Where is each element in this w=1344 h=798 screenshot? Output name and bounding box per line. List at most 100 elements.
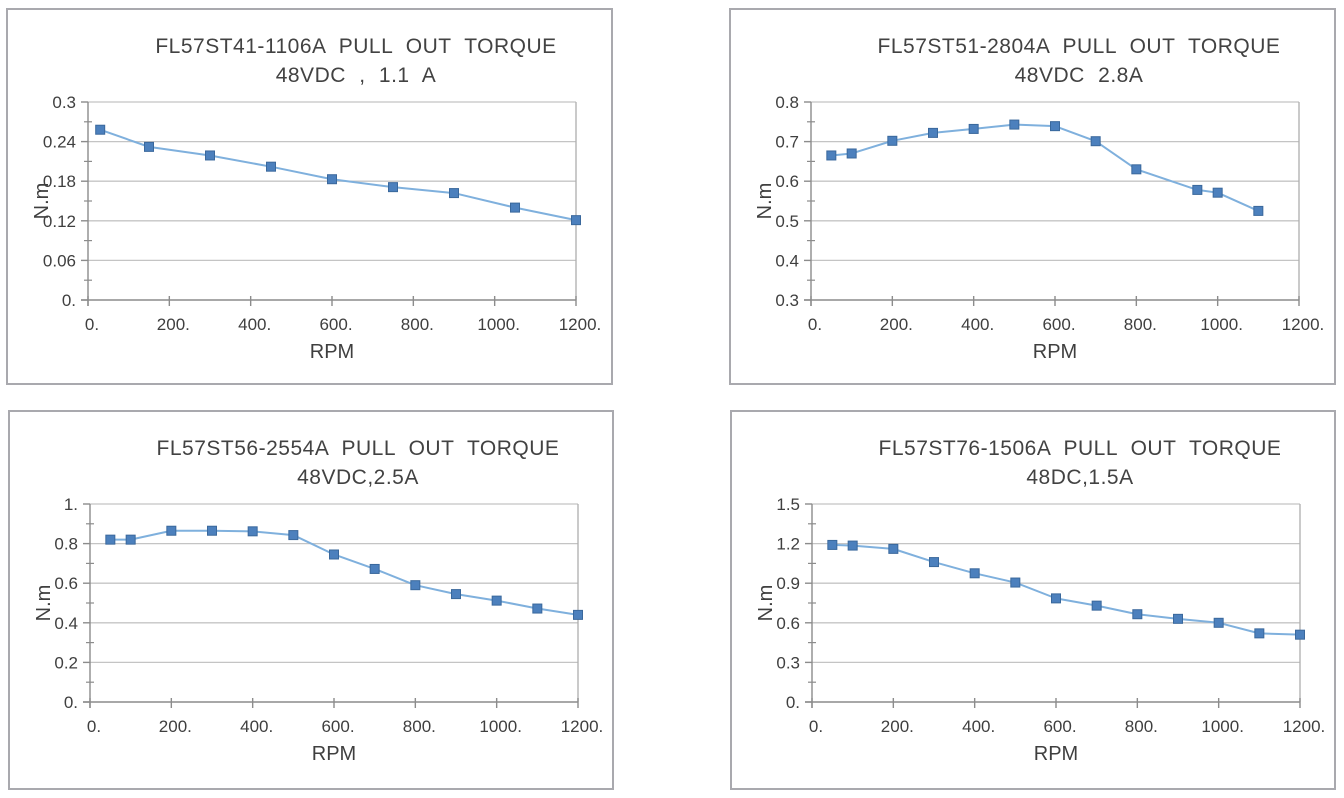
y-tick-label: 0.4: [54, 614, 78, 633]
x-tick-label: 1000.: [479, 717, 522, 736]
data-point-marker: [827, 539, 838, 550]
chart-title-line2: 48VDC , 1.1 A: [275, 64, 437, 87]
data-point-marker: [369, 563, 380, 574]
x-tick-label: 600.: [321, 717, 354, 736]
y-tick-label: 0.2: [54, 653, 78, 672]
data-point-marker: [491, 595, 502, 606]
x-tick-label: 0.: [87, 717, 101, 736]
data-point-marker: [125, 534, 136, 545]
y-tick-label: 0.24: [43, 133, 76, 152]
data-point-marker: [510, 202, 520, 213]
y-tick-label: 0.: [786, 693, 800, 712]
y-tick-label: 0.: [64, 693, 78, 712]
y-tick-label: 0.9: [776, 574, 800, 593]
y-tick-label: 1.2: [776, 535, 800, 554]
data-point-marker: [1090, 136, 1101, 147]
chart-canvas: 0. 0.3 0.6 0.9 1.2 1.5 0. 200. 400. 600. 800. 1000.…: [755, 495, 1326, 765]
data-point-marker: [1192, 184, 1203, 195]
y-axis-title: N.m: [31, 183, 53, 220]
x-tick-label: 1200.: [561, 717, 604, 736]
chart-title: FL57ST56-2554A PULL OUT TORQUE 48VDC,2.5…: [78, 434, 638, 492]
y-tick-label: 0.8: [775, 93, 799, 112]
data-point-marker: [1010, 577, 1021, 588]
data-point-marker: [1212, 187, 1223, 198]
y-axis-title: N.m: [33, 585, 55, 622]
x-tick-label: 800.: [1124, 315, 1157, 334]
chart-fl57st76-1506a: 0. 0.3 0.6 0.9 1.2 1.5 0. 200. 400. 600. 800. 1000.…: [730, 410, 1336, 790]
chart-title: FL57ST76-1506A PULL OUT TORQUE 48DC,1.5A: [800, 434, 1344, 492]
y-tick-label: 0.3: [52, 93, 76, 112]
data-point-marker: [826, 150, 837, 161]
x-tick-label: 200.: [881, 717, 914, 736]
y-tick-label: 0.7: [775, 133, 799, 152]
data-point-marker: [1254, 628, 1265, 639]
data-point-marker: [571, 215, 581, 226]
data-point-marker: [205, 150, 215, 161]
y-tick-label: 0.3: [775, 291, 799, 310]
data-point-marker: [1295, 629, 1305, 640]
x-tick-label: 0.: [85, 315, 99, 334]
y-tick-label: 1.5: [776, 495, 800, 514]
chart-plot-area: 0. 0.2 0.4 0.6 0.8 1. 0. 200. 400. 600. 800. 1000. 1…: [10, 412, 612, 788]
chart-fl57st56-2554a: 0. 0.2 0.4 0.6 0.8 1. 0. 200. 400. 600. 800. 1000. 1…: [8, 410, 614, 790]
data-point-marker: [247, 526, 258, 537]
x-tick-label: 800.: [403, 717, 436, 736]
data-point-marker: [207, 525, 217, 536]
x-tick-label: 200.: [880, 315, 913, 334]
data-point-marker: [532, 603, 543, 614]
chart-fl57st51-2804a: 0.3 0.4 0.5 0.6 0.7 0.8 0. 200. 400. 600. 800. 1000…: [729, 8, 1336, 385]
data-point-marker: [928, 127, 938, 138]
y-tick-label: 0.3: [776, 653, 800, 672]
x-axis-title: RPM: [1033, 341, 1077, 363]
data-point-marker: [1051, 593, 1061, 604]
chart-plot-area: 0. 0.06 0.12 0.18 0.24 0.3 0. 200. 400. 600. 800. 1…: [8, 10, 611, 383]
y-axis-title: N.m: [755, 585, 777, 622]
x-axis-title: RPM: [312, 743, 356, 765]
x-tick-label: 800.: [401, 315, 434, 334]
data-point-marker: [95, 124, 106, 135]
data-point-marker: [846, 148, 857, 159]
data-point-marker: [888, 543, 899, 554]
data-point-marker: [1213, 617, 1224, 628]
x-axis-title: RPM: [310, 341, 354, 363]
x-tick-label: 1000.: [1201, 717, 1244, 736]
data-point-marker: [327, 174, 337, 185]
x-tick-label: 1200.: [1283, 717, 1326, 736]
x-tick-label: 1000.: [477, 315, 520, 334]
chart-fl57st41-1106a: 0. 0.06 0.12 0.18 0.24 0.3 0. 200. 400. 600. 800. 1…: [6, 8, 613, 385]
x-tick-label: 800.: [1125, 717, 1158, 736]
x-tick-label: 400.: [238, 315, 271, 334]
y-tick-label: 0.6: [54, 574, 78, 593]
data-point-marker: [968, 123, 979, 134]
chart-title: FL57ST51-2804A PULL OUT TORQUE 48VDC 2.8…: [799, 32, 1344, 90]
data-point-marker: [451, 589, 461, 600]
x-tick-label: 600.: [319, 315, 352, 334]
series-line: [99, 128, 577, 222]
data-point-marker: [410, 580, 421, 591]
y-tick-label: 0.5: [775, 212, 799, 231]
y-tick-label: 0.6: [775, 172, 799, 191]
x-tick-label: 200.: [159, 717, 192, 736]
data-point-marker: [1091, 600, 1102, 611]
x-tick-label: 1000.: [1200, 315, 1243, 334]
chart-title-line1: FL57ST56-2554A PULL OUT TORQUE: [156, 437, 560, 460]
y-tick-label: 0.12: [43, 212, 76, 231]
x-tick-label: 200.: [157, 315, 190, 334]
y-tick-label: 0.: [62, 291, 76, 310]
x-tick-label: 0.: [809, 717, 823, 736]
data-point-marker: [166, 525, 177, 536]
x-tick-label: 1200.: [1282, 315, 1325, 334]
y-tick-label: 0.18: [43, 172, 76, 191]
chart-canvas: 0.3 0.4 0.5 0.6 0.7 0.8 0. 200. 400. 600. 800. 1000…: [754, 93, 1325, 363]
data-point-marker: [288, 530, 299, 541]
y-tick-label: 1.: [64, 495, 78, 514]
data-point-marker: [329, 549, 339, 560]
chart-title-line1: FL57ST51-2804A PULL OUT TORQUE: [877, 35, 1281, 58]
data-point-marker: [388, 182, 398, 193]
x-axis-title: RPM: [1034, 743, 1078, 765]
data-point-marker: [1253, 205, 1264, 216]
y-tick-label: 0.06: [43, 251, 76, 270]
x-tick-label: 400.: [962, 717, 995, 736]
data-point-marker: [1050, 121, 1060, 132]
